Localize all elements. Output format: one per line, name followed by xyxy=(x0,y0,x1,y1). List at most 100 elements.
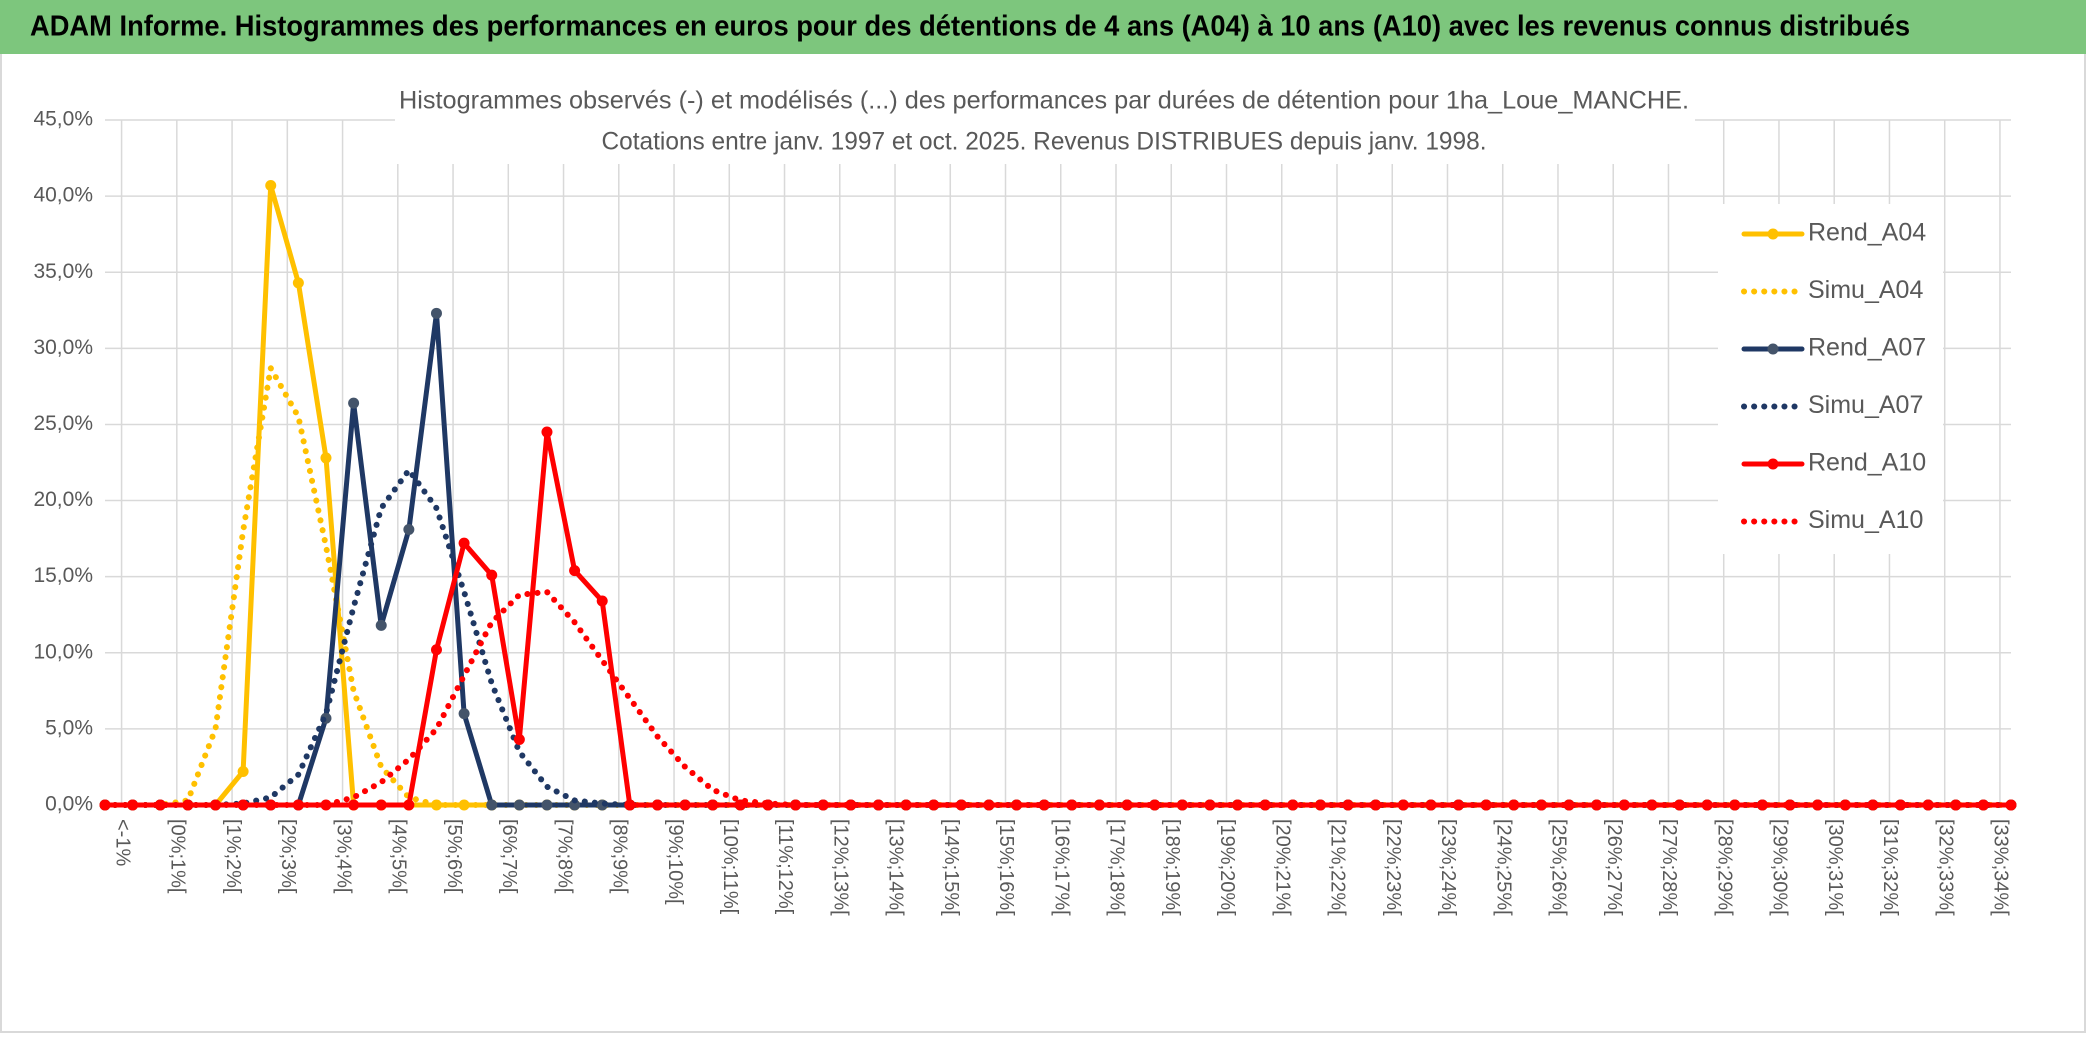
y-tick-label: 35,0% xyxy=(33,260,93,283)
x-tick-label: [27%;28%[ xyxy=(1658,819,1680,916)
x-tick-label: [25%;26%[ xyxy=(1548,819,1570,916)
x-tick-label: [14%;15%[ xyxy=(940,819,962,916)
legend-bg xyxy=(1718,204,1943,554)
marker xyxy=(375,619,387,631)
marker xyxy=(541,799,553,811)
x-tick-label: [22%;23%[ xyxy=(1382,819,1404,916)
y-tick-label: 40,0% xyxy=(33,184,93,207)
marker xyxy=(1149,799,1161,811)
legend-marker xyxy=(1767,228,1779,240)
series-line-dotted xyxy=(102,365,2014,808)
y-tick-label: 30,0% xyxy=(33,336,93,359)
x-tick-label: [12%;13%[ xyxy=(829,819,851,916)
marker xyxy=(651,799,663,811)
marker xyxy=(458,537,470,549)
marker xyxy=(955,799,967,811)
y-tick-label: 25,0% xyxy=(33,412,93,435)
x-tick-label: [5%;6%[ xyxy=(443,819,465,894)
marker xyxy=(1259,799,1271,811)
marker xyxy=(265,179,277,191)
marker xyxy=(154,799,166,811)
marker xyxy=(569,565,581,577)
marker xyxy=(1480,799,1492,811)
x-tick-label: [10%;11%[ xyxy=(719,819,741,915)
x-tick-label: [30%;31%[ xyxy=(1824,819,1846,916)
series-line-dotted xyxy=(102,588,2014,808)
marker xyxy=(513,799,525,811)
x-tick-label: [3%;4%[ xyxy=(332,819,354,894)
legend-marker xyxy=(1767,458,1779,470)
marker xyxy=(403,799,415,811)
header-title: ADAM Informe. Histogrammes des performan… xyxy=(30,11,1910,43)
legend: Rend_A04 Simu_A04 Rend_A07 Simu_A07 Rend_A10… xyxy=(1718,204,1943,554)
chart-title-group: Histogrammes observés (-) et modélisés (… xyxy=(395,80,1695,164)
marker xyxy=(1370,799,1382,811)
marker xyxy=(1563,799,1575,811)
x-tick-label: [17%;18%[ xyxy=(1106,819,1128,916)
chart-title: Cotations entre janv. 1997 et oct. 2025.… xyxy=(602,128,1487,156)
legend-label: Simu_A10 xyxy=(1808,506,1923,534)
y-tick-label: 5,0% xyxy=(45,716,93,739)
x-tick-label: [8%;9%[ xyxy=(609,819,631,894)
chart-title-bg xyxy=(395,80,1695,164)
legend-marker xyxy=(1767,343,1779,355)
marker xyxy=(1895,799,1907,811)
marker xyxy=(513,734,525,746)
legend-label: Simu_A07 xyxy=(1808,391,1923,419)
x-tick-label: [26%;27%[ xyxy=(1603,819,1625,916)
x-tick-label: [6%;7%[ xyxy=(498,819,520,894)
x-tick-label: [21%;22%[ xyxy=(1327,819,1349,916)
x-tick-label: [23%;24%[ xyxy=(1437,819,1459,916)
marker xyxy=(486,799,498,811)
marker xyxy=(265,799,277,811)
marker xyxy=(458,708,470,720)
marker xyxy=(292,277,304,289)
plot: 0,0% 5,0% 10,0% 15,0% 20,0% 25,0% 30,0% 35,0% 40… xyxy=(33,80,2017,916)
chart-title: Histogrammes observés (-) et modélisés (… xyxy=(399,87,1689,115)
x-tick-label: [7%;8%[ xyxy=(553,819,575,894)
x-tick-label: [18%;19%[ xyxy=(1161,819,1183,916)
marker xyxy=(375,799,387,811)
legend-label: Rend_A07 xyxy=(1808,334,1926,362)
marker xyxy=(845,799,857,811)
header-bar xyxy=(0,0,2086,54)
x-tick-label: [15%;16%[ xyxy=(995,819,1017,916)
marker xyxy=(679,799,691,811)
legend-label: Simu_A04 xyxy=(1808,276,1923,304)
marker xyxy=(596,595,608,607)
x-tick-label: [29%;30%[ xyxy=(1769,819,1791,916)
legend-label: Rend_A04 xyxy=(1808,219,1926,247)
x-tick-label: [24%;25%[ xyxy=(1492,819,1514,916)
x-tick-label: [2%;3%[ xyxy=(277,819,299,894)
x-tick-label: [1%;2%[ xyxy=(222,819,244,894)
marker xyxy=(320,452,332,464)
x-tick-label: [20%;21%[ xyxy=(1271,819,1293,916)
y-tick-label: 0,0% xyxy=(45,793,93,816)
marker xyxy=(348,799,360,811)
marker xyxy=(486,569,498,581)
marker xyxy=(1674,799,1686,811)
marker xyxy=(237,766,249,778)
marker xyxy=(707,799,719,811)
x-tick-label: [28%;29%[ xyxy=(1713,819,1735,916)
marker xyxy=(403,523,415,535)
marker xyxy=(430,307,442,319)
x-tick-label: [31%;32%[ xyxy=(1879,819,1901,916)
y-tick-label: 45,0% xyxy=(33,108,93,131)
x-tick-label: [19%;20%[ xyxy=(1216,819,1238,916)
marker xyxy=(348,397,360,409)
x-tick-label: [9%;10%[ xyxy=(664,819,686,905)
y-tick-label: 20,0% xyxy=(33,488,93,511)
marker xyxy=(569,799,581,811)
x-tick-label: [0%;1%[ xyxy=(167,819,189,894)
legend-label: Rend_A10 xyxy=(1808,449,1926,477)
y-tick-label: 10,0% xyxy=(33,640,93,663)
x-tick-label: [16%;17%[ xyxy=(1050,819,1072,916)
x-tick-label: [11%;12%[ xyxy=(774,819,796,915)
marker xyxy=(1784,799,1796,811)
x-tick-label: [4%;5%[ xyxy=(388,819,410,894)
x-tick-label: [32%;33%[ xyxy=(1934,819,1956,916)
x-tick-label: <-1% xyxy=(111,819,133,866)
